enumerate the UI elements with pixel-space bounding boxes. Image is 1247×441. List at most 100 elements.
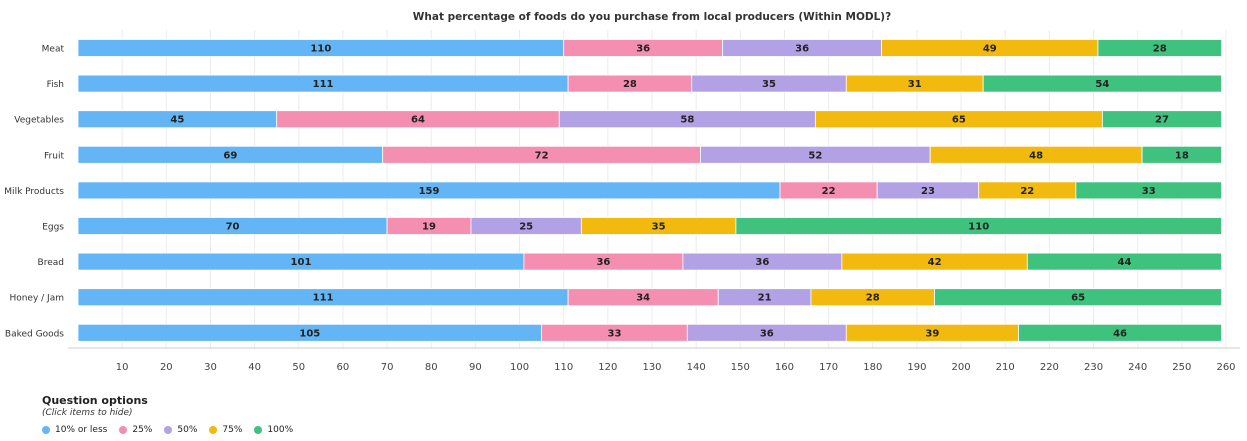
- bar-value-label: 65: [1071, 293, 1085, 304]
- x-tick-label: 120: [598, 362, 617, 373]
- bar-value-label: 28: [1153, 44, 1167, 55]
- legend-dot-icon: [254, 426, 263, 434]
- x-tick-label: 20: [160, 362, 173, 373]
- y-category-label: Baked Goods: [5, 329, 64, 339]
- x-tick-label: 150: [731, 362, 750, 373]
- legend-dot-icon: [164, 426, 173, 434]
- x-tick-label: 10: [116, 362, 129, 373]
- bar-segment[interactable]: [934, 288, 1222, 307]
- bar-segment[interactable]: [735, 217, 1222, 235]
- bar-value-label: 35: [762, 79, 776, 90]
- x-tick-label: 50: [292, 362, 305, 373]
- bar-value-label: 70: [226, 222, 240, 233]
- x-tick-label: 250: [1172, 362, 1191, 373]
- legend-label: 50%: [177, 425, 198, 435]
- bar-value-label: 110: [310, 44, 331, 55]
- bar-value-label: 27: [1155, 115, 1169, 126]
- x-tick-label: 190: [907, 362, 926, 373]
- y-category-label: Bread: [38, 258, 64, 268]
- bar-value-label: 54: [1095, 79, 1109, 90]
- bar-value-label: 159: [419, 186, 440, 197]
- bar-value-label: 23: [921, 186, 935, 197]
- bar-value-label: 28: [623, 79, 637, 90]
- bar-segment[interactable]: [1026, 252, 1222, 271]
- bar-value-label: 44: [1117, 257, 1131, 268]
- x-tick-label: 220: [1040, 362, 1059, 373]
- bar-value-label: 111: [313, 79, 334, 90]
- x-tick-label: 80: [425, 362, 438, 373]
- x-tick-label: 160: [775, 362, 794, 373]
- legend-label: 10% or less: [55, 425, 108, 435]
- bar-value-label: 19: [422, 222, 436, 233]
- bar-segment[interactable]: [1141, 145, 1222, 164]
- chart-title: What percentage of foods do you purchase…: [413, 11, 891, 23]
- y-axis-labels: Meat Fish Vegetables Fruit Milk Products Eggs…: [4, 45, 64, 340]
- x-tick-label: 140: [687, 362, 706, 373]
- bar-value-label: 58: [680, 115, 694, 126]
- y-category-label: Fruit: [44, 151, 64, 161]
- legend-item[interactable]: 50%: [164, 425, 197, 435]
- bar-value-label: 33: [608, 328, 622, 339]
- legend-item[interactable]: 75%: [209, 425, 242, 435]
- x-axis-labels: 10 20 30 40 50 60 70 80 90 100 110 120 130 140 150 160 1…: [116, 362, 1236, 373]
- x-tick-label: 230: [1084, 362, 1103, 373]
- bar-value-label: 52: [808, 150, 822, 161]
- bar-value-label: 72: [535, 150, 549, 161]
- x-tick-label: 90: [469, 362, 482, 373]
- bar-value-label: 36: [596, 257, 610, 268]
- bar-value-label: 22: [1020, 186, 1034, 197]
- bar-segment[interactable]: [982, 74, 1222, 93]
- legend-label: 75%: [222, 425, 243, 435]
- bar-value-label: 33: [1142, 186, 1156, 197]
- bar-segment[interactable]: [1018, 323, 1222, 342]
- y-category-label: Meat: [42, 45, 65, 55]
- bar-segment[interactable]: [1097, 39, 1222, 57]
- legend-item[interactable]: 100%: [254, 425, 293, 435]
- legend-dot-icon: [209, 426, 218, 434]
- bar-value-label: 48: [1029, 150, 1043, 161]
- legend-dot-icon: [119, 426, 128, 434]
- bar-value-label: 21: [758, 293, 772, 304]
- bar-value-label: 36: [760, 328, 774, 339]
- bar-value-label: 39: [925, 328, 939, 339]
- bar-value-label: 49: [983, 44, 997, 55]
- bar-segment[interactable]: [1101, 110, 1222, 129]
- legend-item[interactable]: 25%: [119, 425, 152, 435]
- x-tick-label: 130: [642, 362, 661, 373]
- bar-value-label: 36: [795, 44, 809, 55]
- bar-value-label: 111: [313, 293, 334, 304]
- x-tick-label: 180: [863, 362, 882, 373]
- legend-label: 100%: [267, 425, 294, 435]
- x-tick-label: 170: [819, 362, 838, 373]
- x-tick-label: 210: [996, 362, 1015, 373]
- x-tick-label: 240: [1128, 362, 1147, 373]
- y-category-label: Fish: [47, 80, 64, 90]
- x-tick-label: 260: [1216, 362, 1235, 373]
- y-category-label: Vegetables: [14, 116, 64, 126]
- bar-value-label: 36: [755, 257, 769, 268]
- bars: 110 36 36 49 28 111 28 35 31 54 45 64 58 65 27 69 72 52 48…: [77, 39, 1222, 342]
- bar-value-label: 105: [299, 328, 320, 339]
- bar-value-label: 101: [291, 257, 312, 268]
- x-tick-label: 40: [248, 362, 261, 373]
- bar-value-label: 35: [652, 222, 666, 233]
- legend-dot-icon: [42, 426, 50, 434]
- bar-value-label: 25: [519, 222, 533, 233]
- legend: 10% or less 25% 50% 75% 100%: [42, 425, 293, 435]
- y-category-label: Milk Products: [4, 187, 64, 197]
- bar-value-label: 34: [636, 293, 650, 304]
- y-category-label: Honey / Jam: [9, 294, 64, 304]
- bar-segment[interactable]: [1075, 181, 1222, 200]
- bar-value-label: 31: [908, 79, 922, 90]
- bar-value-label: 46: [1113, 328, 1127, 339]
- legend-item[interactable]: 10% or less: [42, 425, 107, 435]
- chart: What percentage of foods do you purchase…: [4, 11, 1240, 373]
- x-tick-label: 100: [510, 362, 529, 373]
- legend-title: Question options: [42, 394, 148, 407]
- x-tick-label: 200: [952, 362, 971, 373]
- bar-value-label: 28: [866, 293, 880, 304]
- bar-value-label: 18: [1175, 150, 1189, 161]
- bar-value-label: 22: [822, 186, 836, 197]
- bar-value-label: 110: [968, 222, 989, 233]
- x-tick-label: 70: [381, 362, 394, 373]
